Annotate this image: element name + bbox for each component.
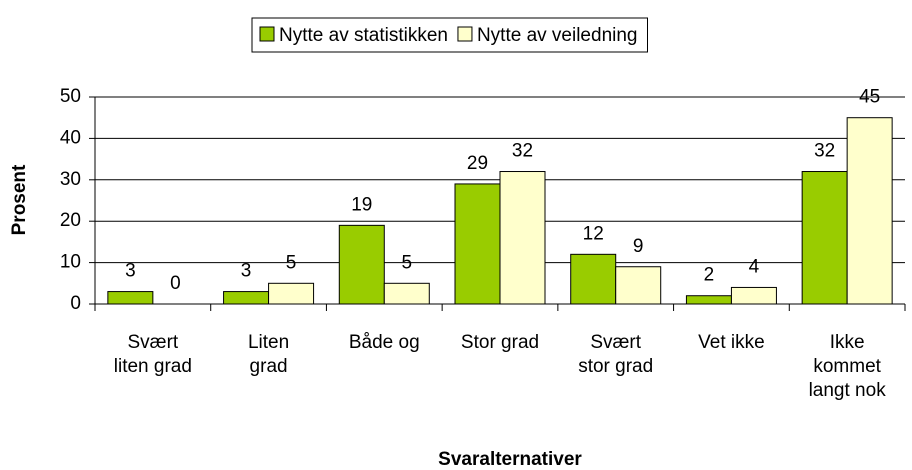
x-tick-label: Svært liten grad (113, 332, 192, 377)
data-label: 32 (814, 141, 835, 162)
bar (223, 291, 270, 305)
x-tick-label: Vet ikke (698, 332, 765, 353)
x-tick-label: Stor grad (460, 332, 540, 353)
x-tick-label: Både og (348, 332, 420, 353)
bar (107, 291, 154, 305)
y-tick-label: 0 (70, 293, 81, 314)
x-axis-label: Svaralternativer (438, 449, 582, 470)
data-label: 3 (125, 261, 136, 282)
data-label: 19 (351, 194, 372, 215)
data-label: 3 (241, 261, 252, 282)
bar (685, 295, 732, 305)
bar (499, 171, 546, 305)
data-label: 0 (170, 273, 181, 294)
bar (615, 266, 662, 305)
y-tick-label: 20 (60, 210, 81, 231)
data-label: 9 (633, 236, 644, 257)
x-tick-label: Svært stor grad (578, 332, 654, 377)
y-tick-label: 10 (60, 252, 81, 273)
bar (846, 117, 893, 305)
bar (570, 253, 617, 305)
bar (268, 282, 315, 305)
legend-label: Nytte av statistikken (279, 25, 448, 46)
legend-swatch (259, 26, 275, 42)
data-label: 5 (286, 252, 297, 273)
y-tick-label: 30 (60, 169, 81, 190)
data-label: 45 (859, 87, 880, 108)
legend-swatch (457, 26, 473, 42)
data-label: 32 (512, 141, 533, 162)
data-label: 5 (401, 252, 412, 273)
y-tick-label: 50 (60, 86, 81, 107)
data-label: 2 (704, 265, 715, 286)
y-axis-label: Prosent (9, 164, 30, 235)
x-tick-label: Liten grad (247, 332, 290, 377)
bar (730, 286, 777, 305)
bar (801, 171, 848, 305)
bar (454, 183, 501, 305)
data-label: 29 (467, 153, 488, 174)
x-tick-label: Ikke kommet langt nok (808, 332, 886, 401)
legend-label: Nytte av veiledning (477, 25, 638, 46)
data-label: 12 (583, 223, 604, 244)
y-tick-label: 40 (60, 127, 81, 148)
bar (383, 282, 430, 305)
data-label: 4 (749, 256, 760, 277)
legend-box (251, 17, 648, 53)
bar (338, 224, 385, 305)
